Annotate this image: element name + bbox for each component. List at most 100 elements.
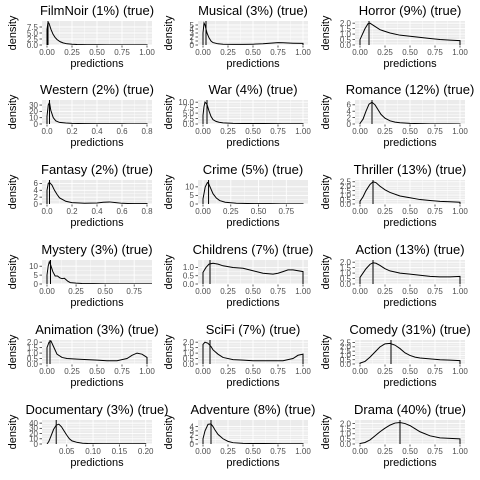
y-tick-label: 2 bbox=[190, 431, 195, 440]
x-tick-label: 1.00 bbox=[295, 127, 311, 136]
x-tick-label: 0.6 bbox=[116, 127, 128, 136]
y-tick-label: 3 bbox=[190, 29, 195, 38]
y-tick-label: 0.0 bbox=[27, 41, 39, 50]
y-tick-label: 0.5 bbox=[183, 354, 195, 363]
y-tick-label: 1.0 bbox=[183, 349, 195, 358]
density-curve bbox=[359, 101, 461, 124]
y-tick-label: 3 bbox=[190, 427, 195, 436]
x-tick-label: 0.25 bbox=[377, 287, 393, 296]
x-tick-label: 0.0 bbox=[41, 127, 53, 136]
x-tick-label: 0.75 bbox=[427, 367, 443, 376]
x-axis-title: predictions bbox=[383, 457, 437, 469]
panel-title: Romance (12%) (true) bbox=[346, 82, 475, 97]
x-axis-title: predictions bbox=[383, 137, 437, 149]
y-tick-label: 0.5 bbox=[340, 35, 352, 44]
panel-title: SciFi (7%) (true) bbox=[206, 322, 301, 337]
x-tick-label: 0.75 bbox=[114, 48, 130, 57]
panel-title: Action (13%) (true) bbox=[355, 242, 464, 257]
y-tick-label: 10 bbox=[29, 262, 38, 271]
x-tick-label: 0.75 bbox=[427, 447, 443, 456]
x-tick-label: 0.50 bbox=[402, 207, 418, 216]
y-tick-label: 2.0 bbox=[340, 182, 352, 191]
y-tick-label: 30 bbox=[29, 424, 38, 433]
y-axis-title: density bbox=[163, 414, 175, 449]
x-axis-title: predictions bbox=[226, 217, 280, 229]
density-curve bbox=[202, 423, 304, 444]
y-tick-label: 0 bbox=[34, 440, 39, 449]
x-axis-title: predictions bbox=[226, 137, 280, 149]
y-axis-title: density bbox=[7, 94, 19, 129]
y-tick-label: 5 bbox=[190, 191, 195, 200]
y-tick-label: 1.0 bbox=[183, 263, 195, 272]
y-tick-label: 2 bbox=[34, 193, 39, 202]
y-tick-label: 0.5 bbox=[183, 272, 195, 281]
facet-panel: Comedy (31%) (true) 0.00 0.25 0.50 0.75 1.00 0… bbox=[320, 322, 471, 389]
y-tick-label: 6 bbox=[347, 101, 352, 110]
x-tick-label: 0.8 bbox=[141, 127, 153, 136]
x-tick-label: 0.25 bbox=[220, 48, 236, 57]
panel-title: Horror (9%) (true) bbox=[359, 3, 462, 18]
density-curve bbox=[46, 21, 148, 45]
panel-title: Adventure (8%) (true) bbox=[191, 402, 316, 417]
panel-background bbox=[198, 180, 308, 204]
x-tick-label: 0.25 bbox=[220, 287, 236, 296]
x-tick-label: 0.00 bbox=[195, 207, 211, 216]
y-tick-label: 0.0 bbox=[340, 280, 352, 289]
y-tick-label: 4 bbox=[347, 107, 352, 116]
x-tick-label: 0.50 bbox=[97, 287, 113, 296]
panel-title: Musical (3%) (true) bbox=[198, 3, 308, 18]
facet-panel: Thriller (13%) (true) 0.00 0.25 0.50 0.75 1.0… bbox=[320, 162, 468, 229]
x-tick-label: 0.8 bbox=[141, 207, 153, 216]
x-tick-label: 0.75 bbox=[427, 127, 443, 136]
panel-title: Crime (5%) (true) bbox=[203, 162, 303, 177]
x-tick-label: 0.00 bbox=[195, 367, 211, 376]
y-tick-label: 2 bbox=[347, 113, 352, 122]
x-tick-label: 0.00 bbox=[352, 367, 368, 376]
x-tick-label: 0.75 bbox=[279, 207, 295, 216]
y-tick-label: 0.0 bbox=[340, 41, 352, 50]
x-axis-title: predictions bbox=[70, 457, 124, 469]
x-tick-label: 0.20 bbox=[138, 447, 154, 456]
y-tick-label: 1.5 bbox=[340, 347, 352, 356]
y-tick-label: 0.5 bbox=[340, 195, 352, 204]
x-tick-label: 0.25 bbox=[377, 48, 393, 57]
x-tick-label: 0.50 bbox=[402, 127, 418, 136]
y-tick-label: 1.5 bbox=[340, 263, 352, 272]
y-axis-title: density bbox=[7, 15, 19, 50]
x-tick-label: 0.00 bbox=[352, 48, 368, 57]
y-tick-label: 4 bbox=[190, 422, 195, 431]
y-tick-label: 20 bbox=[29, 429, 38, 438]
y-tick-label: 0 bbox=[34, 280, 39, 289]
x-tick-label: 0.75 bbox=[427, 207, 443, 216]
facet-panel: Documentary (3%) (true) 0.05 0.10 0.15 0.20 0… bbox=[7, 402, 169, 469]
y-tick-label: 1.5 bbox=[340, 24, 352, 33]
facet-panel: War (4%) (true) 0.00 0.25 0.50 0.75 1.00 0.02.… bbox=[163, 82, 311, 149]
x-tick-label: 0.50 bbox=[245, 287, 261, 296]
y-tick-label: 5.0 bbox=[183, 109, 195, 118]
y-axis-title: density bbox=[7, 334, 19, 369]
x-tick-label: 0.2 bbox=[66, 207, 78, 216]
y-tick-label: 2 bbox=[190, 33, 195, 42]
x-tick-label: 1.00 bbox=[452, 127, 468, 136]
y-axis-title: density bbox=[320, 334, 332, 369]
x-axis-title: predictions bbox=[383, 377, 437, 389]
x-tick-label: 1.00 bbox=[295, 48, 311, 57]
x-tick-label: 0.25 bbox=[220, 447, 236, 456]
x-tick-label: 0.25 bbox=[220, 127, 236, 136]
x-tick-label: 0.25 bbox=[64, 48, 80, 57]
x-tick-label: 0.00 bbox=[195, 447, 211, 456]
y-tick-label: 0.0 bbox=[183, 120, 195, 129]
y-tick-label: 7.5 bbox=[27, 23, 39, 32]
x-tick-label: 0.50 bbox=[251, 207, 267, 216]
y-tick-label: 10 bbox=[185, 183, 194, 192]
x-tick-label: 0.15 bbox=[112, 447, 128, 456]
x-axis-title: predictions bbox=[70, 217, 124, 229]
x-tick-label: 0.50 bbox=[402, 447, 418, 456]
x-tick-label: 0.25 bbox=[64, 367, 80, 376]
density-curve bbox=[46, 340, 148, 364]
x-tick-label: 0.2 bbox=[66, 127, 78, 136]
x-tick-label: 0.75 bbox=[427, 287, 443, 296]
y-tick-label: 1.5 bbox=[27, 343, 39, 352]
y-tick-label: 1.5 bbox=[340, 186, 352, 195]
y-tick-label: 0 bbox=[34, 200, 39, 209]
